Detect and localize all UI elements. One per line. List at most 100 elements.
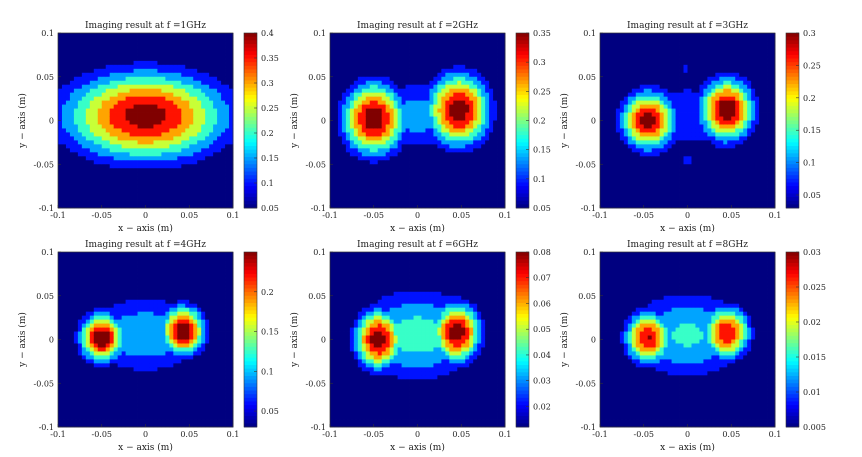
heatmap-cell [330, 84, 335, 90]
heatmap-cell [93, 204, 99, 209]
heatmap-cell [201, 64, 206, 70]
heatmap-cell [58, 172, 63, 177]
heatmap-cell [345, 80, 351, 86]
heatmap-cell [405, 80, 410, 86]
heatmap-cell [157, 124, 162, 129]
heatmap-cell [205, 92, 210, 98]
heatmap-cell [421, 72, 426, 78]
heatmap-cell [341, 112, 347, 117]
heatmap-cell [441, 96, 446, 102]
heatmap-cell [425, 172, 430, 177]
heatmap-cell [429, 33, 434, 38]
heatmap-cell [121, 168, 127, 173]
heatmap-cell [341, 104, 347, 109]
heatmap-cell [457, 124, 462, 129]
heatmap-cell [413, 52, 418, 58]
heatmap-cell [623, 192, 629, 197]
heatmap-cell [425, 48, 430, 54]
heatmap-cell [69, 88, 75, 94]
heatmap-cell [663, 36, 669, 42]
heatmap-cell [97, 164, 103, 169]
heatmap-cell [600, 112, 605, 117]
heatmap-cell [425, 184, 430, 189]
heatmap-cell [225, 88, 230, 94]
heatmap-cell [481, 144, 486, 149]
heatmap-cell [651, 52, 657, 58]
heatmap-cell [169, 92, 174, 98]
heatmap-cell [611, 72, 617, 78]
heatmap-cell [337, 36, 343, 42]
heatmap-cell [385, 104, 391, 109]
heatmap-cell [61, 52, 67, 58]
heatmap-cell [193, 108, 198, 113]
heatmap-cell [217, 33, 222, 38]
heatmap-cell [477, 156, 482, 161]
heatmap-cell [177, 172, 182, 177]
heatmap-cell [623, 148, 629, 153]
heatmap-cell [417, 132, 422, 137]
heatmap-cell [449, 124, 454, 129]
heatmap-cell [623, 172, 629, 177]
heatmap-cell [225, 112, 230, 117]
heatmap-cell [615, 176, 621, 181]
heatmap-cell [133, 92, 138, 98]
heatmap-cell [229, 33, 234, 38]
heatmap-cell [101, 80, 107, 86]
heatmap-cell [213, 168, 218, 173]
heatmap-cell [101, 128, 107, 133]
heatmap-cell [349, 140, 355, 145]
heatmap-cell [61, 76, 67, 82]
heatmap-cell [441, 52, 446, 58]
heatmap-cell [461, 200, 466, 205]
heatmap-cell [381, 132, 387, 137]
heatmap-cell [345, 76, 351, 82]
heatmap-cell [89, 60, 95, 66]
heatmap-cell [607, 132, 613, 137]
heatmap-cell [453, 144, 458, 149]
heatmap-cell [149, 140, 154, 145]
heatmap-cell [619, 80, 625, 86]
heatmap-cell [105, 184, 111, 189]
heatmap-cell [341, 188, 347, 193]
heatmap-cell [125, 72, 130, 78]
heatmap-cell [489, 108, 494, 113]
heatmap-cell [607, 180, 613, 185]
heatmap-cell [461, 184, 466, 189]
heatmap-cell [221, 120, 226, 125]
heatmap-cell [165, 48, 170, 54]
heatmap-cell [205, 52, 210, 58]
heatmap-cell [333, 60, 339, 66]
heatmap-cell [81, 84, 87, 90]
heatmap-cell [141, 84, 146, 90]
heatmap-cell [385, 60, 391, 66]
colorbar-segment [516, 164, 529, 169]
heatmap-cell [465, 140, 470, 145]
heatmap-cell [77, 152, 83, 157]
heatmap-cell [421, 144, 426, 149]
heatmap-cell [607, 124, 613, 129]
heatmap-cell [639, 40, 645, 46]
heatmap-cell [85, 152, 91, 157]
heatmap-cell [421, 100, 426, 105]
heatmap-cell [177, 120, 182, 125]
heatmap-cell [153, 164, 158, 169]
heatmap-cell [473, 48, 478, 54]
heatmap-cell [149, 52, 154, 58]
heatmap-cell [85, 112, 91, 117]
heatmap-cell [201, 84, 206, 90]
heatmap-cell [113, 124, 119, 129]
heatmap-cell [209, 60, 214, 66]
heatmap-cell [675, 192, 680, 197]
heatmap-cell [193, 124, 198, 129]
heatmap-cell [221, 108, 226, 113]
heatmap-cell [161, 88, 166, 94]
heatmap-cell [197, 52, 202, 58]
heatmap-cell [337, 136, 343, 141]
heatmap-cell [85, 200, 91, 205]
heatmap-cell [393, 92, 399, 98]
heatmap-cell [600, 132, 605, 137]
heatmap-cell [425, 124, 430, 129]
heatmap-cell [337, 176, 343, 181]
heatmap-cell [413, 92, 418, 98]
heatmap-cell [417, 64, 422, 70]
